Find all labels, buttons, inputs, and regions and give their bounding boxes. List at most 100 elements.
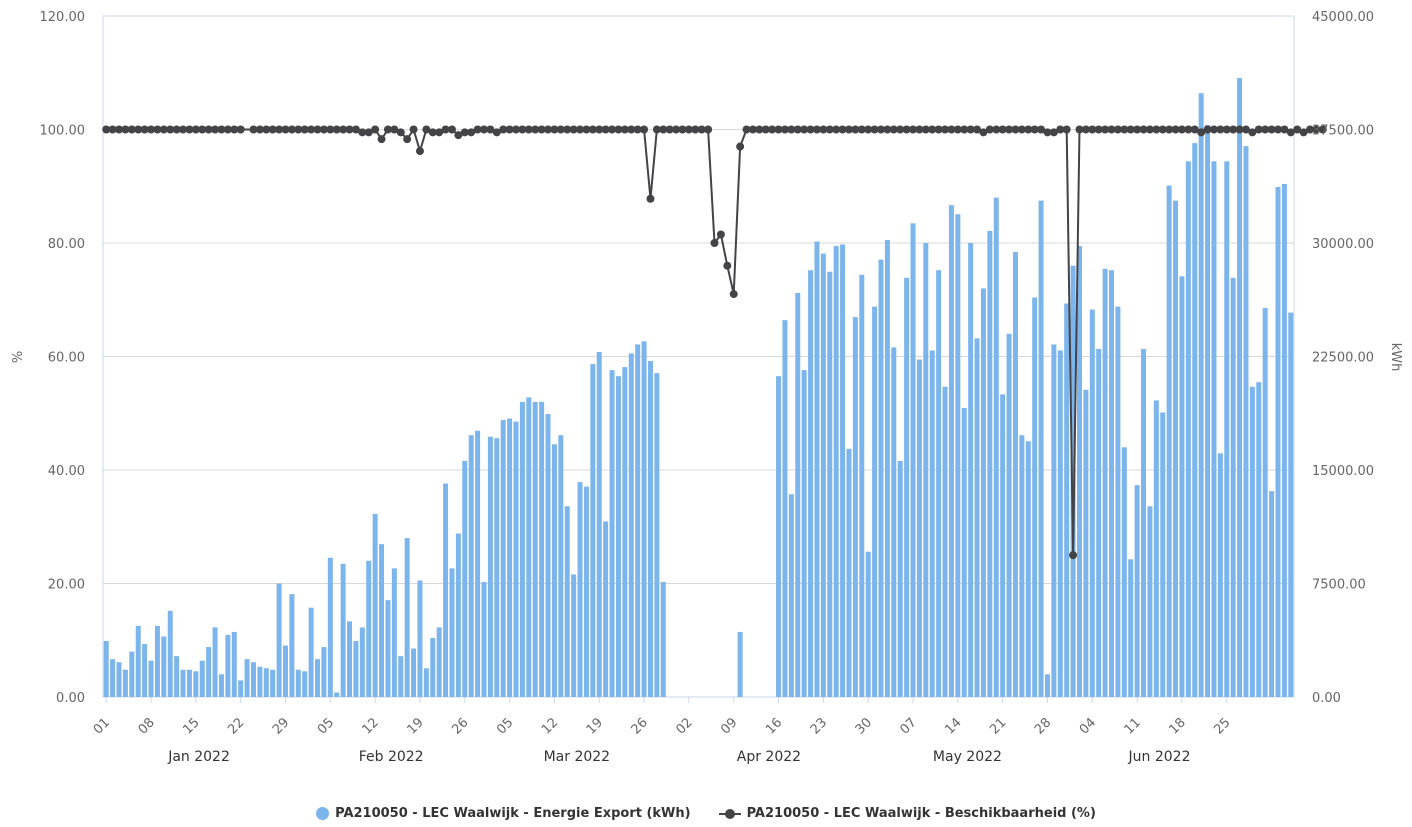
bar[interactable]	[148, 660, 154, 697]
bar[interactable]	[244, 659, 250, 697]
line-point[interactable]	[985, 125, 994, 134]
bar[interactable]	[1249, 386, 1255, 697]
bar[interactable]	[878, 259, 884, 697]
line-point[interactable]	[1101, 125, 1110, 134]
bar[interactable]	[1038, 200, 1044, 698]
bar[interactable]	[647, 361, 653, 697]
line-point[interactable]	[1261, 125, 1270, 134]
line-point[interactable]	[108, 125, 117, 134]
line-point[interactable]	[608, 125, 617, 134]
line-point[interactable]	[1094, 125, 1103, 134]
line-point[interactable]	[793, 125, 802, 134]
line-point[interactable]	[1299, 128, 1308, 137]
bar[interactable]	[327, 557, 333, 697]
line-point[interactable]	[1209, 125, 1218, 134]
line-point[interactable]	[1235, 125, 1244, 134]
bar[interactable]	[494, 438, 500, 697]
line-point[interactable]	[1158, 125, 1167, 134]
bar[interactable]	[635, 344, 641, 697]
line-point[interactable]	[588, 125, 597, 134]
line-point[interactable]	[1197, 128, 1206, 137]
line-point[interactable]	[921, 125, 930, 134]
bar[interactable]	[615, 376, 621, 697]
bar[interactable]	[571, 574, 577, 697]
line-point[interactable]	[441, 125, 450, 134]
line-point[interactable]	[748, 125, 757, 134]
line-point[interactable]	[1241, 125, 1250, 134]
bar[interactable]	[500, 420, 506, 697]
bar[interactable]	[1064, 303, 1070, 697]
line-point[interactable]	[127, 125, 136, 134]
bar[interactable]	[551, 444, 557, 697]
bar[interactable]	[398, 656, 404, 697]
line-point[interactable]	[377, 135, 386, 144]
bar[interactable]	[116, 662, 122, 697]
line-point[interactable]	[640, 125, 649, 134]
line-point[interactable]	[838, 125, 847, 134]
line-point[interactable]	[409, 125, 418, 134]
line-point[interactable]	[358, 128, 367, 137]
line-point[interactable]	[761, 125, 770, 134]
bar[interactable]	[948, 205, 954, 697]
line-point[interactable]	[281, 125, 290, 134]
bar[interactable]	[795, 292, 801, 697]
bar[interactable]	[1192, 143, 1198, 697]
bar[interactable]	[468, 435, 474, 697]
bar[interactable]	[980, 288, 986, 697]
line-point[interactable]	[294, 125, 303, 134]
line-point[interactable]	[300, 125, 309, 134]
bar[interactable]	[1205, 124, 1211, 697]
bar[interactable]	[366, 560, 372, 697]
bar[interactable]	[135, 625, 141, 697]
line-point[interactable]	[973, 125, 982, 134]
line-point[interactable]	[1280, 125, 1289, 134]
bar[interactable]	[302, 671, 308, 697]
bar[interactable]	[218, 674, 224, 697]
bar[interactable]	[1089, 309, 1095, 697]
line-point[interactable]	[1062, 125, 1071, 134]
line-point[interactable]	[1030, 125, 1039, 134]
line-point[interactable]	[275, 125, 284, 134]
line-point[interactable]	[364, 128, 373, 137]
line-point[interactable]	[185, 125, 194, 134]
line-point[interactable]	[998, 125, 1007, 134]
bar[interactable]	[487, 436, 493, 697]
bar[interactable]	[936, 270, 942, 697]
line-point[interactable]	[755, 125, 764, 134]
bar[interactable]	[558, 435, 564, 697]
bar[interactable]	[1083, 389, 1089, 697]
bar[interactable]	[1000, 394, 1006, 697]
line-point[interactable]	[716, 230, 725, 239]
line-point[interactable]	[1056, 125, 1065, 134]
line-point[interactable]	[403, 135, 412, 144]
line-point[interactable]	[230, 125, 239, 134]
line-point[interactable]	[435, 128, 444, 137]
line-point[interactable]	[512, 125, 521, 134]
bar[interactable]	[334, 692, 340, 697]
line-point[interactable]	[1069, 551, 1078, 560]
bar[interactable]	[308, 607, 314, 697]
line-point[interactable]	[1017, 125, 1026, 134]
line-point[interactable]	[614, 125, 623, 134]
bar[interactable]	[436, 627, 442, 697]
bar[interactable]	[609, 370, 615, 697]
line-point[interactable]	[1190, 125, 1199, 134]
bar[interactable]	[206, 647, 212, 697]
bar[interactable]	[539, 401, 545, 697]
line-point[interactable]	[479, 125, 488, 134]
line-point[interactable]	[383, 125, 392, 134]
line-point[interactable]	[179, 125, 188, 134]
bar[interactable]	[1076, 246, 1082, 697]
bar[interactable]	[820, 253, 826, 698]
bar[interactable]	[250, 662, 256, 697]
line-point[interactable]	[1107, 125, 1116, 134]
bar[interactable]	[532, 401, 538, 697]
line-point[interactable]	[531, 125, 540, 134]
bar[interactable]	[814, 241, 820, 697]
bar[interactable]	[1230, 277, 1236, 697]
line-point[interactable]	[889, 125, 898, 134]
line-point[interactable]	[371, 125, 380, 134]
bar[interactable]	[122, 669, 128, 697]
line-point[interactable]	[140, 125, 149, 134]
bar[interactable]	[987, 230, 993, 698]
